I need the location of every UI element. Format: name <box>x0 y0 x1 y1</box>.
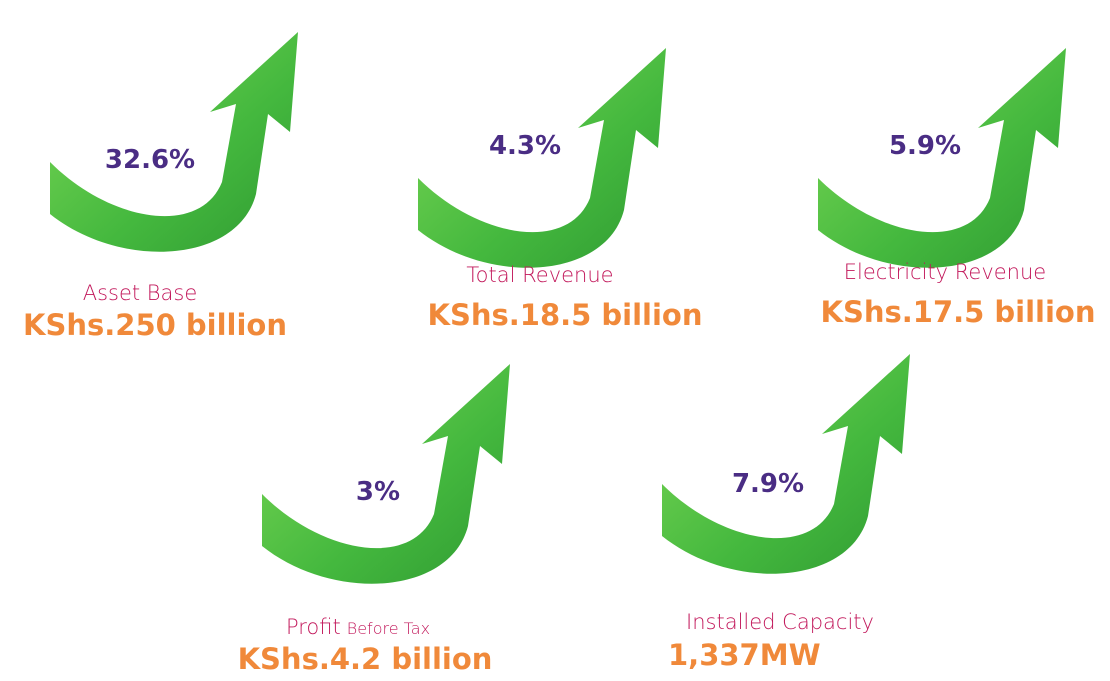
metric-value: KShs.18.5 billion <box>427 298 702 332</box>
metric-value: 1,337MW <box>668 638 821 672</box>
growth-arrow <box>262 364 510 584</box>
metric-label: Electricity Revenue <box>844 260 1046 284</box>
metric-label-line: Asset Base <box>83 281 198 305</box>
metric-label: Profit <box>286 615 341 639</box>
metric-label-line: Total Revenue <box>466 263 613 287</box>
metric-card: 3% Profit Before Tax KShs.4.2 billion <box>238 364 510 676</box>
metric-label-line: Profit Before Tax <box>286 615 430 639</box>
metric-value: KShs.17.5 billion <box>820 295 1095 329</box>
growth-arrow <box>50 32 298 252</box>
metric-card: 32.6% Asset Base KShs.250 billion <box>23 32 298 342</box>
metric-card: 7.9% Installed Capacity 1,337MW <box>662 354 910 672</box>
metric-percent: 4.3% <box>489 131 561 161</box>
metric-value: KShs.4.2 billion <box>238 642 493 676</box>
metric-label-small: Before Tax <box>347 619 430 638</box>
metric-label-line: Electricity Revenue <box>844 260 1046 284</box>
metric-card: 4.3% Total Revenue KShs.18.5 billion <box>418 48 703 332</box>
metric-percent: 5.9% <box>889 131 961 161</box>
growth-arrow <box>662 354 910 574</box>
metric-value: KShs.250 billion <box>23 308 287 342</box>
metric-label: Installed Capacity <box>686 610 874 634</box>
metric-label-line: Installed Capacity <box>686 610 874 634</box>
metric-percent: 7.9% <box>732 469 804 499</box>
metric-card: 5.9% Electricity Revenue KShs.17.5 billion <box>818 48 1096 329</box>
metric-percent: 32.6% <box>105 145 195 175</box>
metric-label: Total Revenue <box>466 263 613 287</box>
metric-percent: 3% <box>356 477 400 507</box>
metric-label: Asset Base <box>83 281 198 305</box>
